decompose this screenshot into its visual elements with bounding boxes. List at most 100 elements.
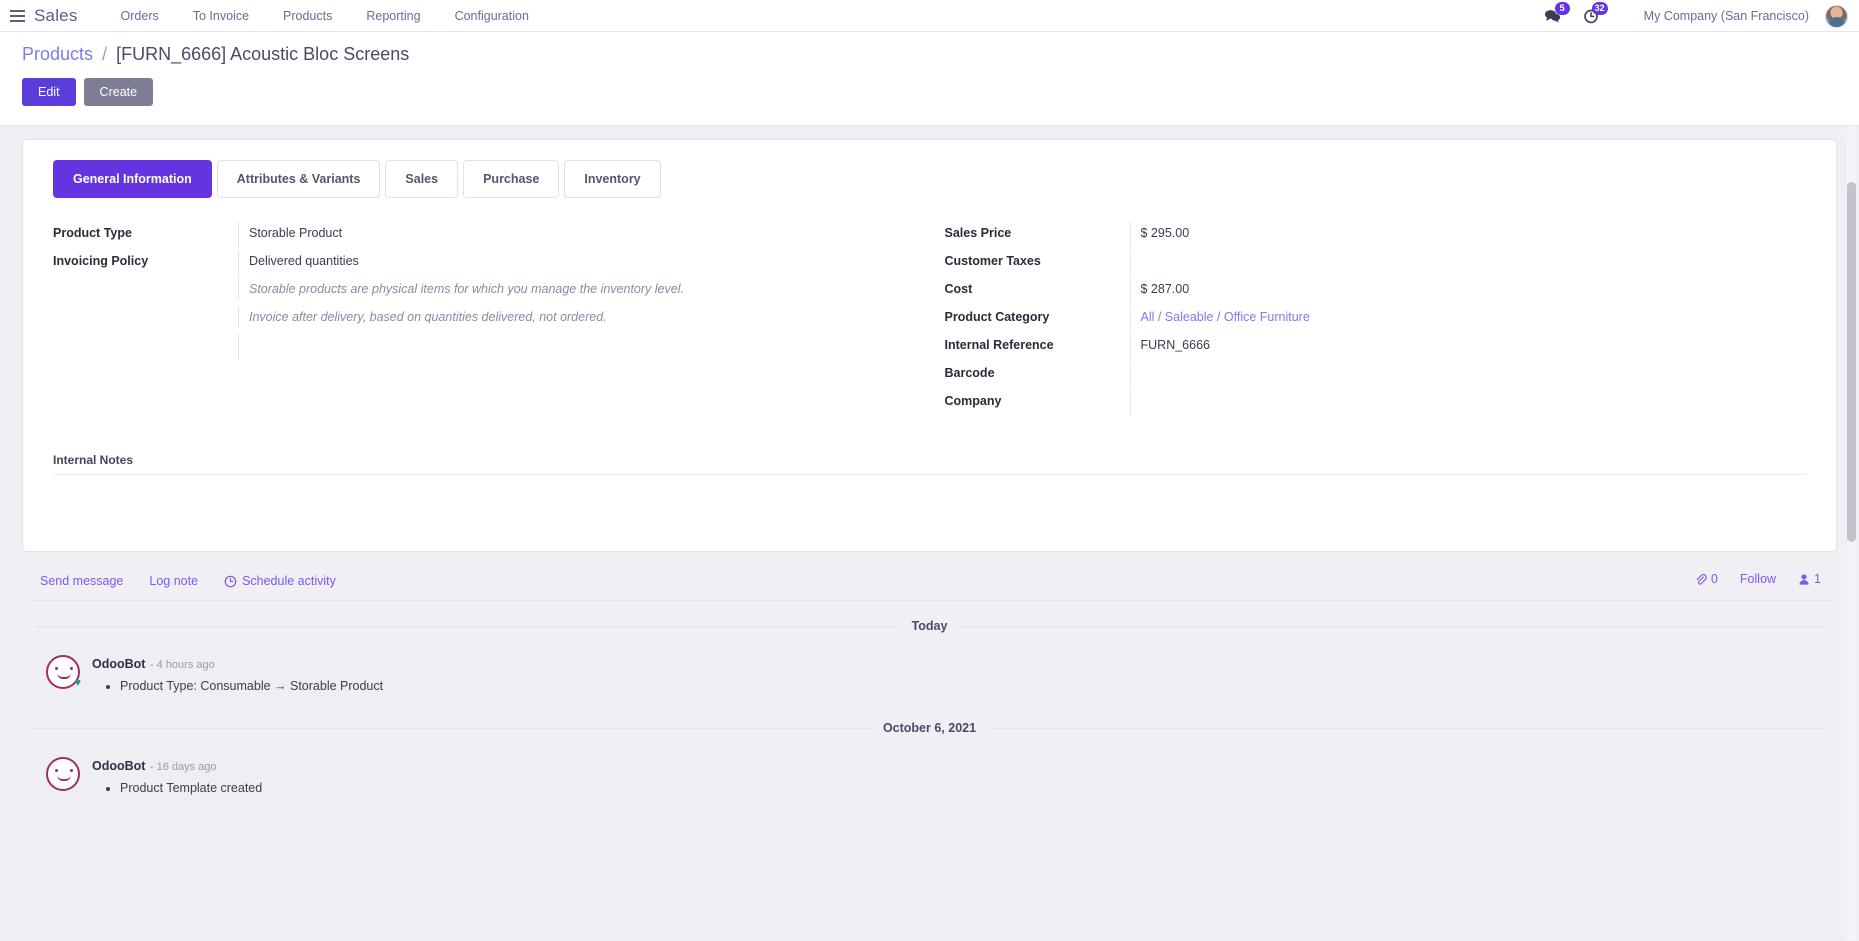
field-value-invoicing-policy[interactable]: Delivered quantities: [238, 250, 930, 276]
tab-inventory[interactable]: Inventory: [564, 160, 661, 198]
form-column-right: Sales Price $ 295.00 Customer Taxes Cost…: [930, 222, 1807, 418]
date-rule-right-2: [988, 727, 1826, 729]
attachment-count: 0: [1710, 572, 1718, 586]
field-internal-reference: Internal Reference FURN_6666: [945, 334, 1807, 362]
field-barcode: Barcode: [945, 362, 1807, 390]
message-author[interactable]: OdooBot: [92, 657, 146, 671]
nav-item-products[interactable]: Products: [283, 8, 333, 23]
tracking-value: Product Template created: [120, 781, 1813, 795]
field-cost: Cost $ 287.00: [945, 278, 1807, 306]
nav-item-orders[interactable]: Orders: [120, 8, 159, 23]
apps-menu-icon[interactable]: [0, 0, 34, 32]
field-label-internal-reference: Internal Reference: [944, 338, 1054, 352]
internal-notes-input[interactable]: [53, 475, 1806, 537]
action-buttons: Edit Create: [22, 78, 1837, 106]
page-scrollbar-thumb[interactable]: [1847, 182, 1856, 542]
chatter-status: 0 Follow 1: [1694, 572, 1821, 586]
help-text-invoicing-policy: Invoice after delivery, based on quantit…: [238, 306, 930, 328]
log-note-button[interactable]: Log note: [149, 574, 199, 588]
product-form-sheet: General Information Attributes & Variant…: [22, 139, 1845, 552]
filler-value: [238, 334, 930, 360]
form-fields: Product Type Storable Product Invoicing …: [39, 222, 1820, 418]
edit-button[interactable]: Edit: [22, 78, 76, 106]
internal-notes-label: Internal Notes: [53, 453, 134, 467]
help-row-invoicing-policy: Invoice after delivery, based on quantit…: [53, 306, 930, 334]
avatar-smile-icon: [57, 673, 71, 679]
message-tracking-list: Product Type: Consumable → Storable Prod…: [120, 679, 1813, 693]
field-label-product-category: Product Category: [944, 310, 1050, 324]
nav-item-reporting[interactable]: Reporting: [366, 8, 421, 23]
date-separator-october: October 6, 2021: [34, 721, 1826, 735]
sheet-scrollbar[interactable]: [1838, 139, 1845, 529]
comments-icon: [1545, 10, 1561, 23]
send-message-button[interactable]: Send message: [40, 574, 124, 588]
form-column-left: Product Type Storable Product Invoicing …: [53, 222, 930, 418]
internal-notes-divider: [53, 474, 1806, 475]
date-rule-left-2: [34, 727, 871, 729]
message-body: OdooBot - 4 hours ago Product Type: Cons…: [92, 655, 1813, 693]
clock-icon: [1583, 9, 1598, 24]
field-product-category: Product Category All / Saleable / Office…: [945, 306, 1807, 334]
tab-sales[interactable]: Sales: [385, 160, 459, 198]
nav-item-configuration[interactable]: Configuration: [454, 8, 529, 23]
schedule-activity-label: Schedule activity: [242, 574, 336, 588]
field-value-product-category[interactable]: All / Saleable / Office Furniture: [1129, 306, 1807, 332]
avatar-smile-icon: [57, 775, 71, 781]
schedule-activity-button[interactable]: Schedule activity: [224, 574, 336, 588]
message-header: OdooBot - 16 days ago: [92, 757, 1813, 775]
nav-item-to-invoice[interactable]: To Invoice: [192, 8, 250, 23]
message-tracking-list: Product Template created: [120, 781, 1813, 795]
breadcrumb: Products / [FURN_6666] Acoustic Bloc Scr…: [22, 44, 1837, 65]
message-timestamp: - 16 days ago: [149, 761, 217, 773]
field-label-barcode: Barcode: [944, 366, 995, 380]
field-value-company[interactable]: [1129, 390, 1807, 416]
avatar-eyes-icon: [55, 667, 73, 670]
tab-purchase[interactable]: Purchase: [463, 160, 560, 198]
messages-button[interactable]: 5: [1534, 0, 1572, 32]
field-label-company: Company: [944, 394, 1002, 408]
chatter: Send message Log note Schedule activity …: [22, 568, 1837, 805]
field-value-product-type[interactable]: Storable Product: [238, 222, 930, 248]
control-panel: Products / [FURN_6666] Acoustic Bloc Scr…: [0, 32, 1859, 177]
field-value-cost[interactable]: $ 287.00: [1129, 278, 1807, 304]
field-value-barcode[interactable]: [1129, 362, 1807, 388]
tab-attributes-variants[interactable]: Attributes & Variants: [216, 160, 381, 198]
field-value-internal-reference[interactable]: FURN_6666: [1129, 334, 1807, 360]
activities-button[interactable]: 32: [1572, 0, 1610, 32]
date-label-today: Today: [911, 619, 948, 633]
attachments-button[interactable]: 0: [1694, 572, 1718, 586]
form-notebook-tabs: General Information Attributes & Variant…: [53, 160, 1820, 198]
company-switcher[interactable]: My Company (San Francisco): [1643, 9, 1809, 23]
avatar: ♥: [46, 655, 81, 689]
tracking-value: Product Type: Consumable → Storable Prod…: [120, 679, 1813, 693]
field-label-cost: Cost: [944, 282, 973, 296]
paperclip-icon: [1696, 573, 1707, 585]
date-rule-right: [959, 625, 1826, 627]
message-timestamp: - 4 hours ago: [149, 659, 215, 671]
field-value-sales-price[interactable]: $ 295.00: [1129, 222, 1807, 248]
messages-badge: 5: [1554, 2, 1570, 15]
app-brand[interactable]: Sales: [34, 5, 78, 25]
user-icon: [1799, 573, 1809, 585]
field-label-product-type: Product Type: [53, 226, 132, 240]
heart-icon: ♥: [74, 677, 81, 689]
tab-general-information[interactable]: General Information: [53, 160, 212, 198]
follow-button[interactable]: Follow: [1739, 572, 1777, 586]
user-avatar[interactable]: [1825, 4, 1848, 28]
avatar: [46, 757, 80, 791]
breadcrumb-products[interactable]: Products: [22, 44, 94, 64]
create-button[interactable]: Create: [83, 78, 154, 106]
field-invoicing-policy: Invoicing Policy Delivered quantities: [53, 250, 930, 278]
field-company: Company: [945, 390, 1807, 418]
form-scroll-area: General Information Attributes & Variant…: [0, 126, 1859, 940]
avatar-eyes-icon: [55, 769, 73, 772]
date-separator-today: Today: [34, 619, 1826, 633]
followers-button[interactable]: 1: [1798, 572, 1821, 586]
top-navbar: Sales Orders To Invoice Products Reporti…: [0, 0, 1859, 32]
message-author[interactable]: OdooBot: [92, 759, 146, 773]
message-header: OdooBot - 4 hours ago: [92, 655, 1813, 673]
field-value-customer-taxes[interactable]: [1129, 250, 1807, 276]
page-scrollbar[interactable]: [1847, 126, 1856, 940]
page-title: [FURN_6666] Acoustic Bloc Screens: [116, 44, 410, 64]
field-product-type: Product Type Storable Product: [53, 222, 930, 250]
